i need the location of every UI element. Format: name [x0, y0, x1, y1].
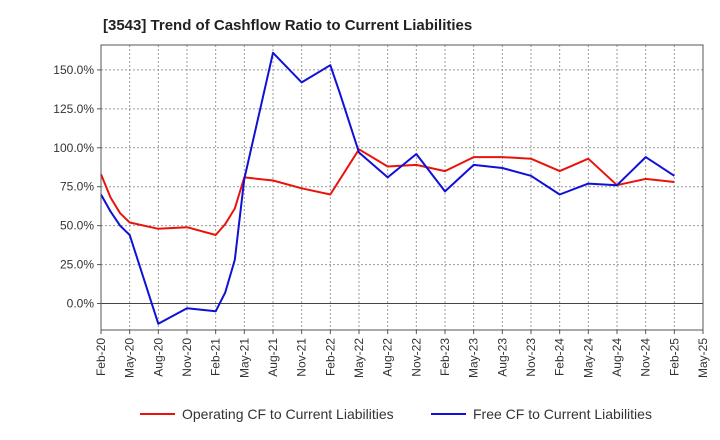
plot-lines — [100, 51, 675, 325]
x-tick-label: Nov-21 — [295, 338, 309, 377]
y-tick-label: 150.0% — [53, 63, 94, 77]
y-tick-label: 0.0% — [67, 297, 95, 311]
plot-frame — [100, 44, 704, 331]
x-tick-label: Nov-23 — [524, 338, 538, 377]
x-tick-label: Feb-23 — [438, 338, 452, 376]
legend-label: Free CF to Current Liabilities — [473, 406, 652, 422]
x-tick-label: May-24 — [581, 338, 595, 378]
series-line-operating-cf — [100, 148, 675, 236]
x-tick-label: Feb-20 — [94, 338, 108, 376]
x-tick-label: Nov-20 — [180, 338, 194, 377]
x-tick-label: Feb-22 — [323, 338, 337, 376]
chart-grid — [100, 45, 704, 330]
x-tick-label: Aug-24 — [610, 338, 624, 377]
x-tick-label: Aug-20 — [151, 338, 165, 377]
x-tick-label: May-25 — [696, 338, 710, 378]
x-tick-label: Nov-24 — [639, 338, 653, 377]
series-line-free-cf — [100, 51, 675, 325]
y-tick-label: 50.0% — [60, 219, 94, 233]
y-axis: 0.0% 25.0% 50.0% 75.0% 100.0% 125.0% 150.0% — [53, 63, 101, 311]
x-tick-label: May-20 — [123, 338, 137, 378]
x-tick-label: May-23 — [467, 338, 481, 378]
y-tick-label: 25.0% — [60, 258, 94, 272]
legend-label: Operating CF to Current Liabilities — [182, 406, 394, 422]
x-tick-label: Feb-21 — [209, 338, 223, 376]
x-tick-label: Feb-25 — [667, 338, 681, 376]
x-tick-label: May-21 — [237, 338, 251, 378]
x-tick-label: Aug-22 — [381, 338, 395, 377]
x-tick-label: Aug-23 — [495, 338, 509, 377]
legend: Operating CF to Current Liabilities Free … — [140, 406, 652, 422]
x-tick-label: Feb-24 — [553, 338, 567, 376]
x-axis: Feb-20 May-20 Aug-20 Nov-20 Feb-21 May-21 Aug-… — [94, 330, 710, 378]
x-tick-label: May-22 — [352, 338, 366, 378]
x-tick-label: Aug-21 — [266, 338, 280, 377]
x-tick-label: Nov-22 — [409, 338, 423, 377]
y-tick-label: 75.0% — [60, 180, 94, 194]
chart-title: [3543] Trend of Cashflow Ratio to Curren… — [103, 17, 472, 34]
y-tick-label: 125.0% — [53, 102, 94, 116]
y-tick-label: 100.0% — [53, 141, 94, 155]
